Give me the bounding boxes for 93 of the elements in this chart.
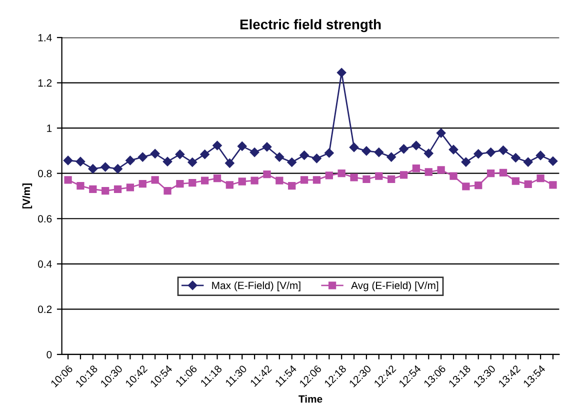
point	[512, 177, 520, 185]
point	[461, 157, 471, 167]
point	[226, 181, 234, 189]
point	[374, 148, 384, 157]
point	[362, 146, 372, 156]
point	[523, 157, 533, 167]
point	[274, 152, 284, 162]
point	[499, 168, 508, 176]
chart-title: Electric field strength	[240, 19, 381, 32]
point	[524, 180, 532, 188]
point	[436, 128, 446, 138]
point	[138, 152, 148, 162]
point	[474, 182, 482, 190]
point	[150, 149, 160, 158]
point	[300, 150, 309, 160]
y-tick-label: 1	[47, 124, 52, 132]
point	[76, 156, 86, 166]
point	[237, 142, 247, 151]
point	[250, 176, 258, 184]
point	[100, 162, 110, 172]
point	[486, 148, 496, 157]
point	[474, 149, 483, 159]
point	[287, 158, 296, 167]
point	[400, 171, 408, 179]
y-tick-label: 0.8	[38, 170, 52, 178]
point	[424, 148, 434, 158]
point	[312, 154, 322, 164]
point	[138, 180, 146, 188]
point	[225, 158, 234, 168]
y-tick-label: 0.4	[38, 260, 52, 268]
x-axis-title: Time	[298, 395, 322, 403]
point	[88, 164, 98, 174]
y-tick-label: 0	[46, 350, 52, 358]
point	[188, 179, 196, 187]
point	[536, 174, 544, 182]
point	[238, 178, 246, 186]
point	[76, 182, 84, 190]
point	[412, 164, 420, 172]
point	[325, 172, 333, 180]
point	[486, 170, 495, 178]
point	[350, 174, 358, 182]
point	[338, 170, 346, 178]
point	[113, 164, 122, 174]
point	[175, 150, 185, 159]
point	[213, 174, 222, 182]
point	[250, 148, 260, 157]
point	[276, 176, 284, 184]
point	[399, 144, 408, 154]
point	[200, 176, 209, 184]
legend-label: Max (E-Field) [V/m]	[212, 281, 300, 292]
point	[288, 182, 296, 190]
point	[511, 153, 520, 162]
point	[126, 184, 134, 192]
y-axis-title: [V/m]	[22, 184, 32, 208]
point	[424, 168, 432, 176]
point	[262, 142, 272, 152]
point	[375, 172, 383, 180]
point	[176, 180, 184, 188]
y-tick-label: 0.6	[38, 215, 52, 223]
point	[462, 182, 470, 190]
point	[386, 152, 396, 162]
point	[64, 176, 72, 184]
y-tick-label: 1.4	[38, 34, 52, 42]
point	[437, 166, 445, 174]
point	[324, 148, 334, 158]
point	[164, 186, 172, 195]
point	[498, 146, 508, 155]
point	[263, 170, 271, 178]
legend-label: Avg (E-Field) [V/m]	[351, 281, 438, 292]
point	[300, 176, 308, 184]
point	[63, 156, 73, 166]
point	[151, 176, 159, 184]
point	[212, 140, 222, 150]
point	[114, 185, 122, 194]
point	[448, 144, 458, 154]
point	[336, 68, 346, 78]
point	[102, 186, 110, 195]
y-tick-label: 1.2	[38, 79, 52, 87]
point	[89, 185, 97, 194]
point	[349, 142, 359, 152]
point	[188, 158, 198, 167]
point	[126, 156, 135, 166]
y-tick-label: 0.2	[38, 306, 52, 314]
point	[162, 156, 172, 166]
point	[362, 175, 370, 184]
point	[200, 150, 210, 159]
point	[412, 140, 421, 150]
point	[388, 175, 396, 184]
point	[312, 176, 321, 184]
point	[548, 156, 558, 166]
point	[536, 150, 546, 160]
point	[549, 181, 557, 189]
point	[450, 172, 458, 180]
